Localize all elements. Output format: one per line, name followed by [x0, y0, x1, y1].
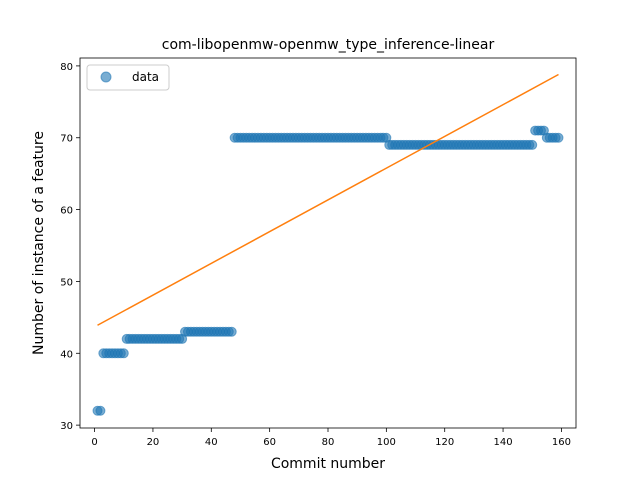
x-tick-label: 140: [494, 437, 513, 448]
legend-marker: [101, 72, 111, 82]
x-tick-label: 40: [205, 437, 218, 448]
chart-title: com-libopenmw-openmw_type_inference-line…: [162, 37, 495, 53]
data-point: [96, 406, 105, 415]
x-tick-label: 100: [377, 437, 396, 448]
x-axis-label: Commit number: [271, 456, 385, 472]
y-tick-label: 40: [60, 349, 73, 360]
data-point: [119, 349, 128, 358]
x-tick-label: 20: [147, 437, 160, 448]
y-tick-label: 60: [60, 206, 73, 217]
y-tick-label: 50: [60, 277, 73, 288]
legend: data: [87, 65, 169, 90]
legend-entry-data: data: [132, 70, 159, 84]
data-point: [528, 140, 537, 149]
y-axis-label: Number of instance of a feature: [31, 131, 47, 355]
x-tick-label: 60: [263, 437, 276, 448]
data-point: [227, 327, 236, 336]
x-tick-label: 120: [435, 437, 454, 448]
y-tick-label: 80: [60, 62, 73, 73]
x-tick-label: 80: [322, 437, 335, 448]
data-point: [554, 133, 563, 142]
x-tick-label: 160: [552, 437, 571, 448]
y-tick-label: 70: [60, 134, 73, 145]
x-tick-label: 0: [91, 437, 97, 448]
y-tick-label: 30: [60, 421, 73, 432]
